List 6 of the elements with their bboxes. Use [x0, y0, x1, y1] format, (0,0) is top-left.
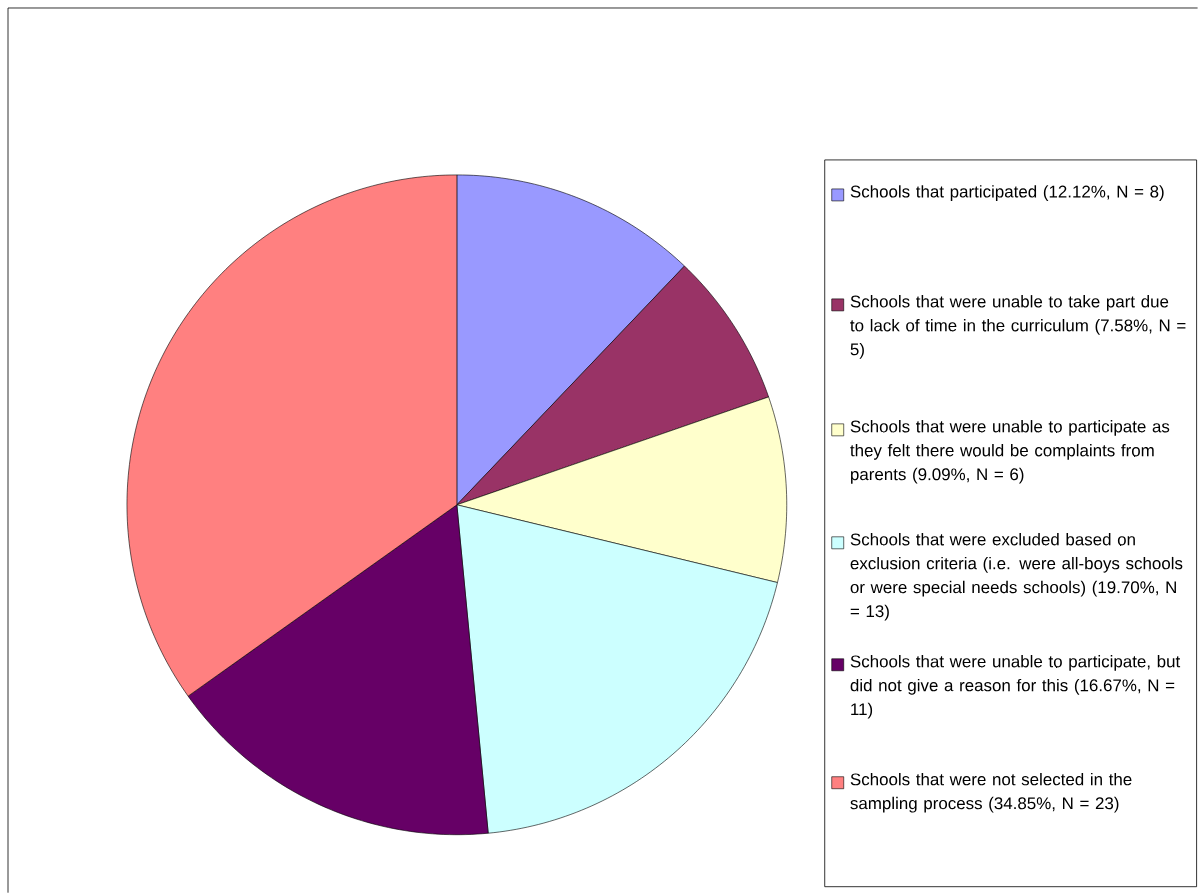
- legend-label: Schools that were excluded based on exclusion criteria (i.e. were all-boys schools or were special needs schools) (19.70%, N = 13): [850, 532, 1183, 621]
- legend-label: Schools that were unable to take part due to lack of time in the curriculum (7.58%, N = 5): [850, 295, 1186, 359]
- legend-label: Schools that were unable to participate as they felt there would be complaints from parents (9.09%, N = 6): [850, 420, 1170, 484]
- legend-label: Schools that were not selected in the sampling process (34.85%, N = 23): [850, 772, 1132, 813]
- legend-label: Schools that were unable to participate, but did not give a reason for this (16.67%, N = 11): [850, 654, 1181, 719]
- legend-label: Schools that participated (12.12%, N = 8): [850, 185, 1164, 201]
